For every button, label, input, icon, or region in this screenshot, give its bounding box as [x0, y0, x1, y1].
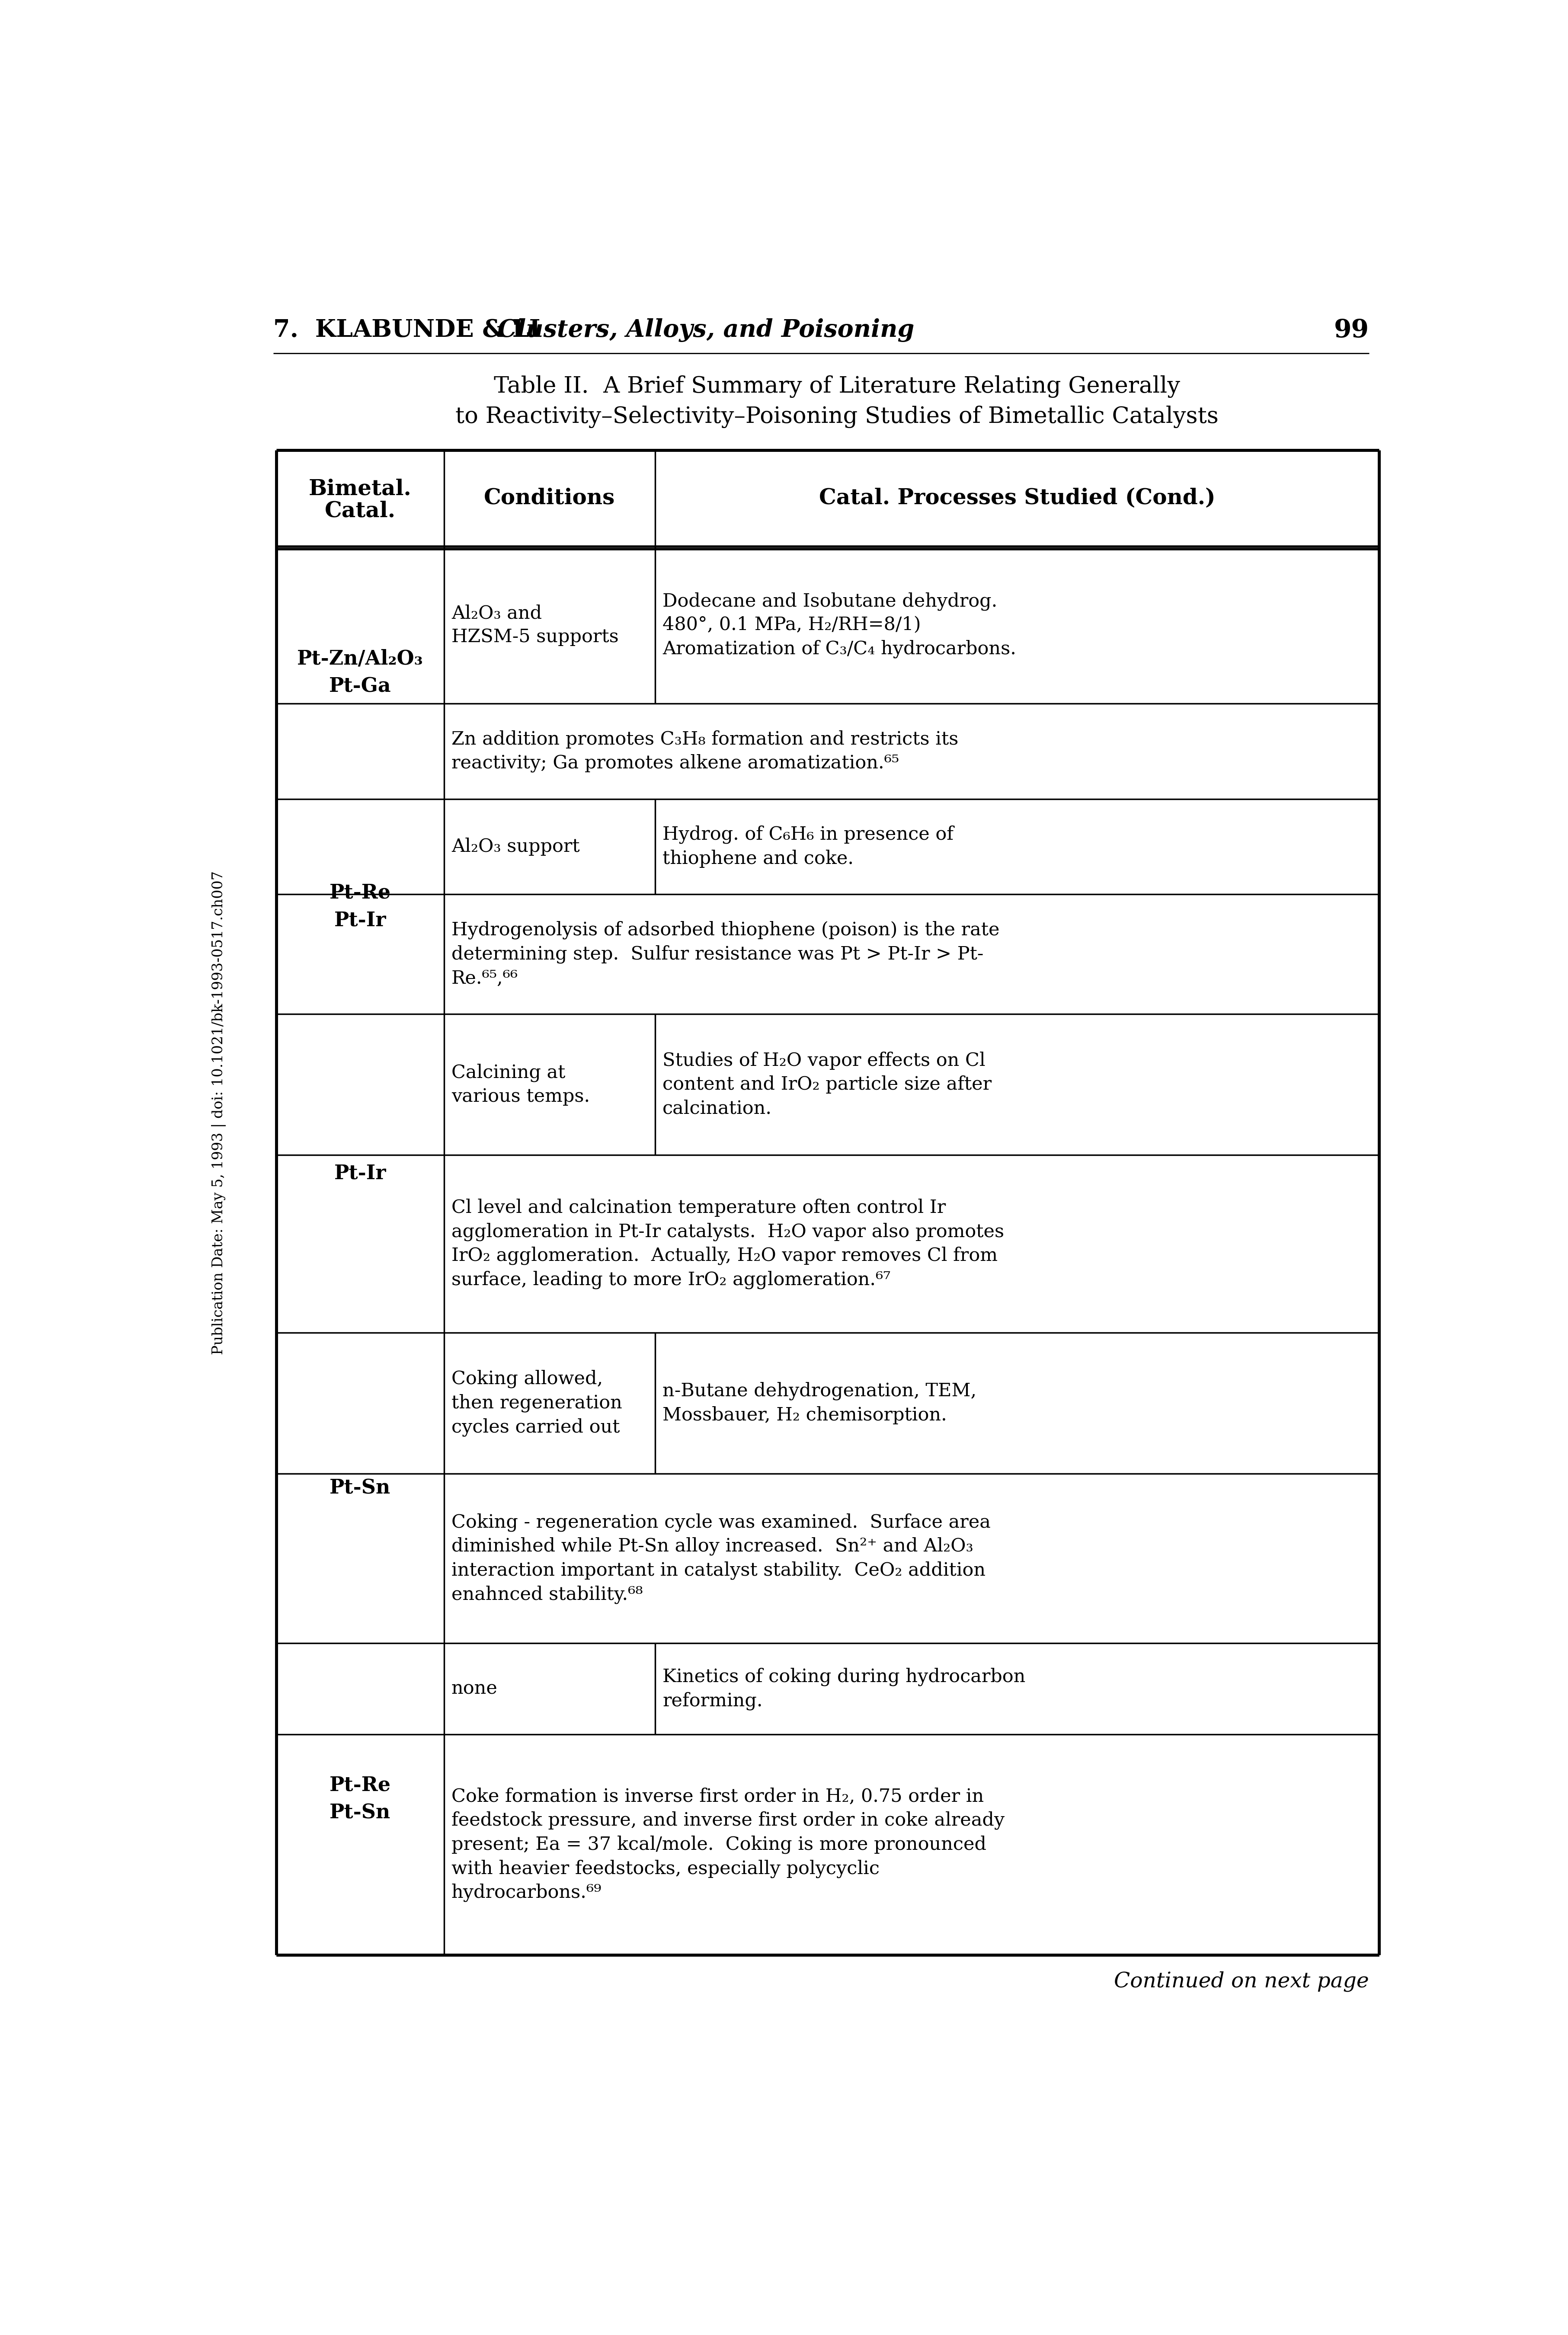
Text: Catal. Processes Studied (Cond.): Catal. Processes Studied (Cond.) [818, 488, 1215, 509]
Text: to Reactivity–Selectivity–Poisoning Studies of Bimetallic Catalysts: to Reactivity–Selectivity–Poisoning Stud… [456, 406, 1218, 427]
Text: Hydrogenolysis of adsorbed thiophene (poison) is the rate
determining step.  Sul: Hydrogenolysis of adsorbed thiophene (po… [452, 920, 999, 988]
Text: Al₂O₃ support: Al₂O₃ support [452, 838, 580, 855]
Text: n-Butane dehydrogenation, TEM,
Mossbauer, H₂ chemisorption.: n-Butane dehydrogenation, TEM, Mossbauer… [663, 1382, 977, 1424]
Text: Hydrog. of C₆H₆ in presence of
thiophene and coke.: Hydrog. of C₆H₆ in presence of thiophene… [663, 827, 953, 869]
Text: Pt-Re
Pt-Sn: Pt-Re Pt-Sn [329, 1775, 390, 1824]
Text: Cl level and calcination temperature often control Ir
agglomeration in Pt-Ir cat: Cl level and calcination temperature oft… [452, 1198, 1004, 1289]
Text: Pt-Sn: Pt-Sn [329, 1478, 390, 1499]
Text: Coke formation is inverse first order in H₂, 0.75 order in
feedstock pressure, a: Coke formation is inverse first order in… [452, 1786, 1005, 1901]
Text: Conditions: Conditions [485, 488, 615, 509]
Text: none: none [452, 1679, 497, 1698]
Text: Table II.  A Brief Summary of Literature Relating Generally: Table II. A Brief Summary of Literature … [494, 376, 1181, 397]
Text: 99: 99 [1334, 318, 1369, 343]
Text: Kinetics of coking during hydrocarbon
reforming.: Kinetics of coking during hydrocarbon re… [663, 1667, 1025, 1709]
Text: Bimetal.: Bimetal. [309, 479, 412, 500]
Text: 7.  KLABUNDE & LI: 7. KLABUNDE & LI [273, 318, 539, 341]
Text: Studies of H₂O vapor effects on Cl
content and IrO₂ particle size after
calcinat: Studies of H₂O vapor effects on Cl conte… [663, 1051, 991, 1118]
Text: Al₂O₃ and
HZSM-5 supports: Al₂O₃ and HZSM-5 supports [452, 605, 619, 647]
Text: Coking - regeneration cycle was examined.  Surface area
diminished while Pt-Sn a: Coking - regeneration cycle was examined… [452, 1513, 991, 1604]
Text: Catal.: Catal. [325, 500, 395, 521]
Text: Zn addition promotes C₃H₈ formation and restricts its
reactivity; Ga promotes al: Zn addition promotes C₃H₈ formation and … [452, 731, 958, 773]
Text: Calcining at
various temps.: Calcining at various temps. [452, 1062, 590, 1104]
Text: Pt-Ir: Pt-Ir [334, 1163, 386, 1184]
Text: Continued on next page: Continued on next page [1113, 1971, 1369, 1992]
Text: Pt-Zn/Al₂O₃
Pt-Ga: Pt-Zn/Al₂O₃ Pt-Ga [296, 649, 423, 696]
Text: Coking allowed,
then regeneration
cycles carried out: Coking allowed, then regeneration cycles… [452, 1371, 622, 1436]
Text: Pt-Re
Pt-Ir: Pt-Re Pt-Ir [329, 883, 390, 929]
Text: Publication Date: May 5, 1993 | doi: 10.1021/bk-1993-0517.ch007: Publication Date: May 5, 1993 | doi: 10.… [212, 871, 226, 1354]
Text: Dodecane and Isobutane dehydrog.
480°, 0.1 MPa, H₂/RH=8/1)
Aromatization of C₃/C: Dodecane and Isobutane dehydrog. 480°, 0… [663, 593, 1016, 658]
Text: Clusters, Alloys, and Poisoning: Clusters, Alloys, and Poisoning [497, 318, 914, 341]
